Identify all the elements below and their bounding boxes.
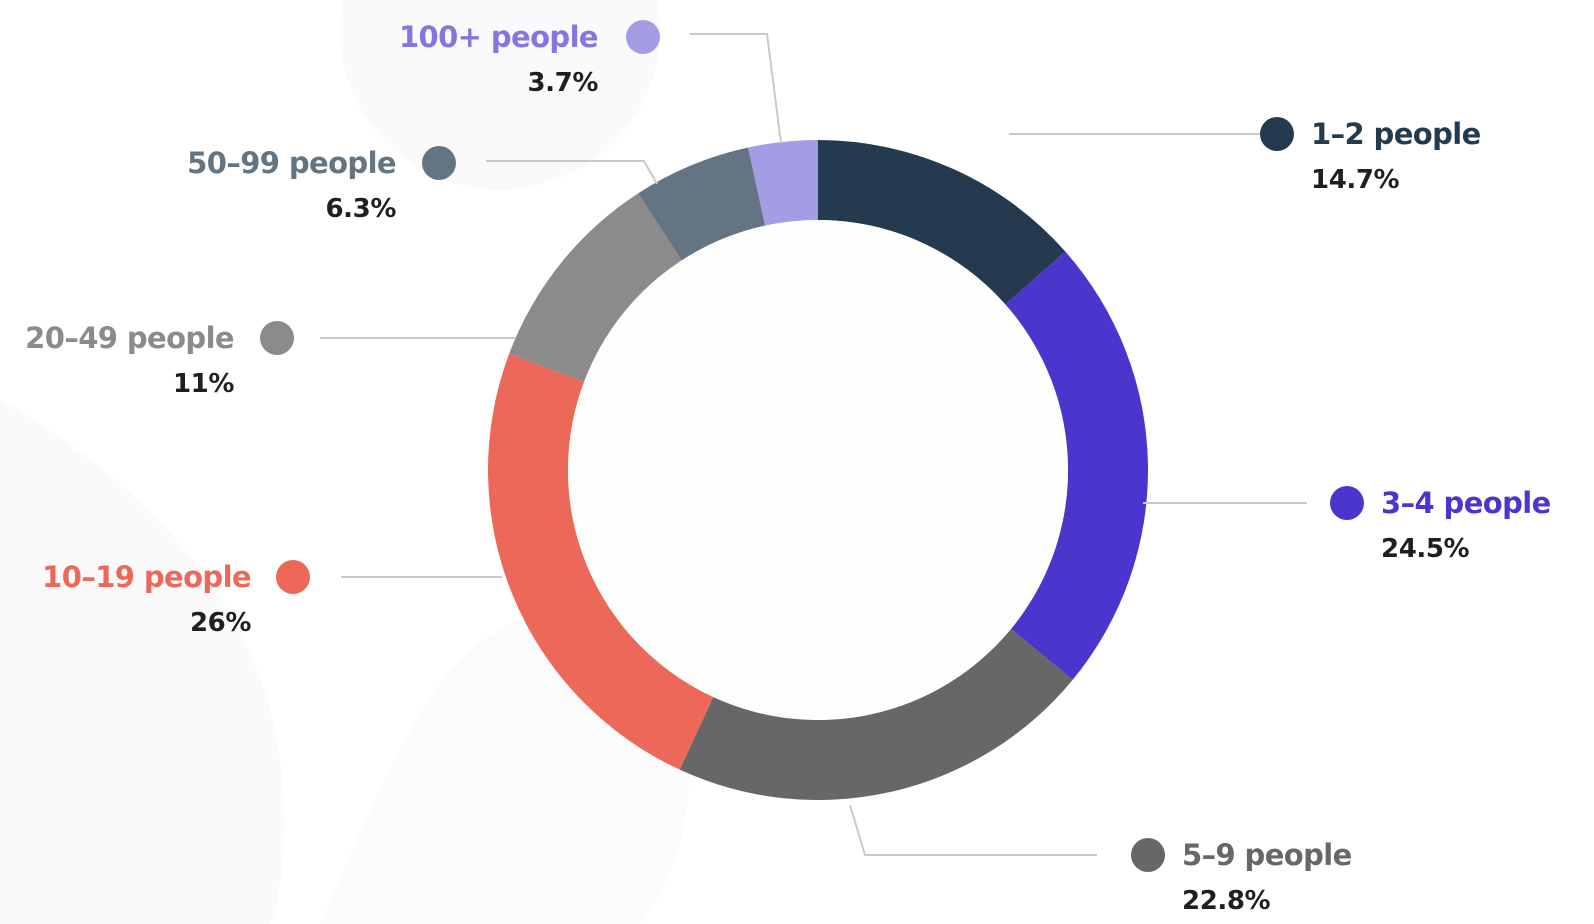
label-group-5-9-people: 5–9 people 22.8% [849,804,1352,916]
donut-ring [488,140,1148,800]
legend-dot-50-99-people [422,146,456,180]
leader-line-5-9-people [849,804,1097,856]
label-group-1-2-people: 1–2 people 14.7% [1009,117,1481,195]
leader-line-50-99-people [486,160,658,185]
value-label-3-4-people: 24.5% [1381,534,1470,564]
slice-5-9-people [679,628,1073,800]
legend-dot-10-19-people [276,560,310,594]
legend-dot-20-49-people [260,321,294,355]
slice-3-4-people [1005,251,1148,680]
label-group-50-99-people: 50–99 people 6.3% [187,146,658,224]
category-label-1-2-people: 1–2 people [1311,117,1481,151]
value-label-5-9-people: 22.8% [1182,886,1271,916]
slice-50-99-people [638,147,766,261]
slice-10-19-people [488,353,714,770]
donut-hole [568,220,1068,720]
label-group-100plus-people: 100+ people 3.7% [399,20,782,144]
slice-labels: 1–2 people 14.7% 3–4 people 24.5% 5–9 people… [25,20,1551,916]
label-group-3-4-people: 3–4 people 24.5% [1143,486,1551,564]
legend-dot-100plus-people [626,20,660,54]
category-label-100plus-people: 100+ people [399,20,598,54]
category-label-5-9-people: 5–9 people [1182,838,1352,872]
category-label-3-4-people: 3–4 people [1381,486,1551,520]
leader-line-100plus-people [690,33,782,144]
legend-dot-1-2-people [1260,117,1294,151]
value-label-100plus-people: 3.7% [527,68,598,98]
value-label-1-2-people: 14.7% [1311,165,1400,195]
slice-1-2-people [818,140,1066,305]
decor-blob-top [340,0,660,190]
category-label-20-49-people: 20–49 people [25,321,234,355]
label-group-20-49-people: 20–49 people 11% [25,321,516,399]
slice-100plus-people [748,140,818,226]
legend-dot-5-9-people [1131,838,1165,872]
label-group-10-19-people: 10–19 people 26% [42,560,502,638]
decor-blob-left [0,400,285,924]
category-label-50-99-people: 50–99 people [187,146,396,180]
value-label-50-99-people: 6.3% [325,194,396,224]
category-label-10-19-people: 10–19 people [42,560,251,594]
value-label-20-49-people: 11% [173,369,234,399]
legend-dot-3-4-people [1330,486,1364,520]
value-label-10-19-people: 26% [190,608,251,638]
slice-20-49-people [509,193,682,382]
